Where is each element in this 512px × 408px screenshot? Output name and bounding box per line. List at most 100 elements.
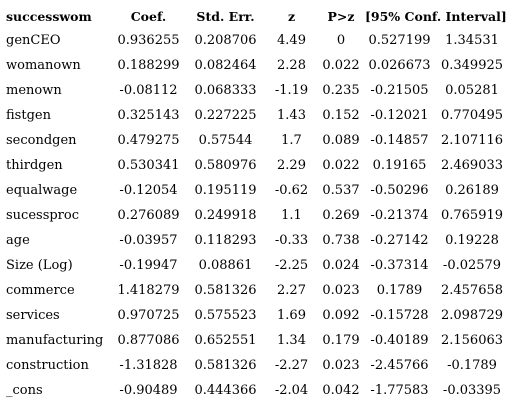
table-row: construction -1.31828 0.581326 -2.27 0.023 -2…: [0, 353, 508, 378]
ci-upper-cell: -0.02579: [442, 258, 502, 273]
stderr-cell: 0.580976: [194, 158, 257, 173]
coef-cell: 0.325143: [117, 108, 180, 123]
table-row: thirdgen 0.530341 0.580976 2.29 0.022 0.19165…: [0, 153, 508, 178]
pvalue-cell: 0.023: [322, 358, 360, 373]
ci-upper-cell: 0.349925: [440, 58, 504, 73]
ci-lower-cell: -0.40189: [370, 333, 429, 348]
variable-name: sucessproc: [6, 208, 80, 223]
pvalue-cell: 0.024: [322, 258, 360, 273]
stderr-cell: 0.208706: [194, 33, 257, 48]
header-row: successwom Coef. Std. Err. z P>z [95% Co…: [0, 4, 508, 28]
stderr-cell: 0.195119: [194, 183, 257, 198]
coef-cell: 0.877086: [117, 333, 180, 348]
stderr-cell: 0.57544: [198, 133, 253, 148]
table-row: menown -0.08112 0.068333 -1.19 0.235 -0.21505…: [0, 78, 508, 103]
stderr-cell: 0.581326: [194, 283, 257, 298]
ci-upper-cell: 2.098729: [440, 308, 504, 323]
table-row: commerce 1.418279 0.581326 2.27 0.023 0.1789 2…: [0, 278, 508, 303]
pvalue-cell: 0.089: [322, 133, 360, 148]
table-row: genCEO 0.936255 0.208706 4.49 0 0.527199 1.345…: [0, 28, 508, 53]
coef-cell: -0.08112: [119, 83, 178, 98]
coef-cell: 0.276089: [117, 208, 180, 223]
z-cell: 1.69: [277, 308, 306, 323]
pvalue-cell: 0.537: [322, 183, 360, 198]
coef-cell: 0.936255: [117, 33, 180, 48]
ci-lower-cell: 0.19165: [372, 158, 427, 173]
pvalue-cell: 0.022: [322, 58, 360, 73]
ci-upper-cell: -0.03395: [442, 383, 502, 398]
z-cell: 1.1: [281, 208, 302, 223]
pvalue-cell: 0.023: [322, 283, 360, 298]
variable-name: construction: [6, 358, 89, 373]
ci-lower-cell: -0.12021: [370, 108, 429, 123]
header-stderr: Std. Err.: [196, 8, 255, 24]
z-cell: -0.33: [274, 233, 309, 248]
coef-cell: 0.188299: [117, 58, 180, 73]
ci-upper-cell: 0.770495: [440, 108, 504, 123]
pvalue-cell: 0.269: [322, 208, 360, 223]
coef-cell: -0.03957: [119, 233, 178, 248]
stderr-cell: 0.082464: [194, 58, 257, 73]
stderr-cell: 0.249918: [194, 208, 257, 223]
variable-name: services: [6, 308, 60, 323]
variable-name: fistgen: [6, 108, 51, 123]
ci-upper-cell: 2.457658: [440, 283, 504, 298]
z-cell: 1.7: [281, 133, 302, 148]
pvalue-cell: 0.022: [322, 158, 360, 173]
ci-upper-cell: 0.05281: [445, 83, 499, 98]
ci-upper-cell: 2.156063: [440, 333, 504, 348]
table-row: womanown 0.188299 0.082464 2.28 0.022 0.02667…: [0, 53, 508, 78]
coef-cell: -0.90489: [119, 383, 178, 398]
stderr-cell: 0.652551: [194, 333, 257, 348]
table-row: Size (Log) -0.19947 0.08861 -2.25 0.024 -0.37…: [0, 253, 508, 278]
table-row: manufacturing 0.877086 0.652551 1.34 0.179 -0…: [0, 328, 508, 353]
z-cell: -2.25: [274, 258, 309, 273]
variable-name: Size (Log): [6, 258, 73, 273]
coef-cell: -0.19947: [119, 258, 178, 273]
variable-name: manufacturing: [6, 333, 104, 348]
coef-cell: 0.479275: [117, 133, 180, 148]
table-row: equalwage -0.12054 0.195119 -0.62 0.537 -0.50…: [0, 178, 508, 203]
ci-upper-cell: 0.26189: [445, 183, 499, 198]
pvalue-cell: 0.235: [322, 83, 360, 98]
ci-lower-cell: 0.026673: [368, 58, 431, 73]
ci-lower-cell: -0.21374: [370, 208, 429, 223]
z-cell: -0.62: [274, 183, 309, 198]
variable-name: thirdgen: [6, 158, 63, 173]
table-row: secondgen 0.479275 0.57544 1.7 0.089 -0.14857…: [0, 128, 508, 153]
z-cell: -2.04: [274, 383, 309, 398]
header-z: z: [287, 8, 296, 24]
stderr-cell: 0.581326: [194, 358, 257, 373]
ci-lower-cell: 0.1789: [376, 283, 423, 298]
stderr-cell: 0.227225: [194, 108, 257, 123]
ci-lower-cell: -1.77583: [370, 383, 429, 398]
coef-cell: 0.530341: [117, 158, 180, 173]
variable-name: secondgen: [6, 133, 77, 148]
ci-lower-cell: -2.45766: [370, 358, 429, 373]
ci-lower-cell: -0.37314: [370, 258, 429, 273]
coef-cell: -1.31828: [119, 358, 178, 373]
variable-name: age: [6, 233, 30, 248]
z-cell: 4.49: [277, 33, 306, 48]
ci-upper-cell: 2.469033: [440, 158, 504, 173]
z-cell: -2.27: [274, 358, 309, 373]
coef-cell: -0.12054: [119, 183, 178, 198]
pvalue-cell: 0.042: [322, 383, 360, 398]
pvalue-cell: 0.152: [322, 108, 360, 123]
ci-upper-cell: -0.1789: [447, 358, 497, 373]
stderr-cell: 0.118293: [194, 233, 257, 248]
variable-name: genCEO: [6, 33, 61, 48]
ci-lower-cell: -0.27142: [370, 233, 429, 248]
ci-lower-cell: -0.14857: [370, 133, 429, 148]
coef-cell: 1.418279: [117, 283, 180, 298]
header-coef: Coef.: [130, 8, 167, 24]
ci-lower-cell: -0.50296: [370, 183, 429, 198]
variable-name: menown: [6, 83, 62, 98]
z-cell: 1.34: [277, 333, 306, 348]
ci-lower-cell: -0.21505: [370, 83, 429, 98]
table-row: fistgen 0.325143 0.227225 1.43 0.152 -0.12021…: [0, 103, 508, 128]
table-row: _cons -0.90489 0.444366 -2.04 0.042 -1.77583-…: [0, 378, 508, 403]
ci-upper-cell: 1.34531: [445, 33, 499, 48]
pvalue-cell: 0.092: [322, 308, 360, 323]
variable-name: commerce: [6, 283, 75, 298]
